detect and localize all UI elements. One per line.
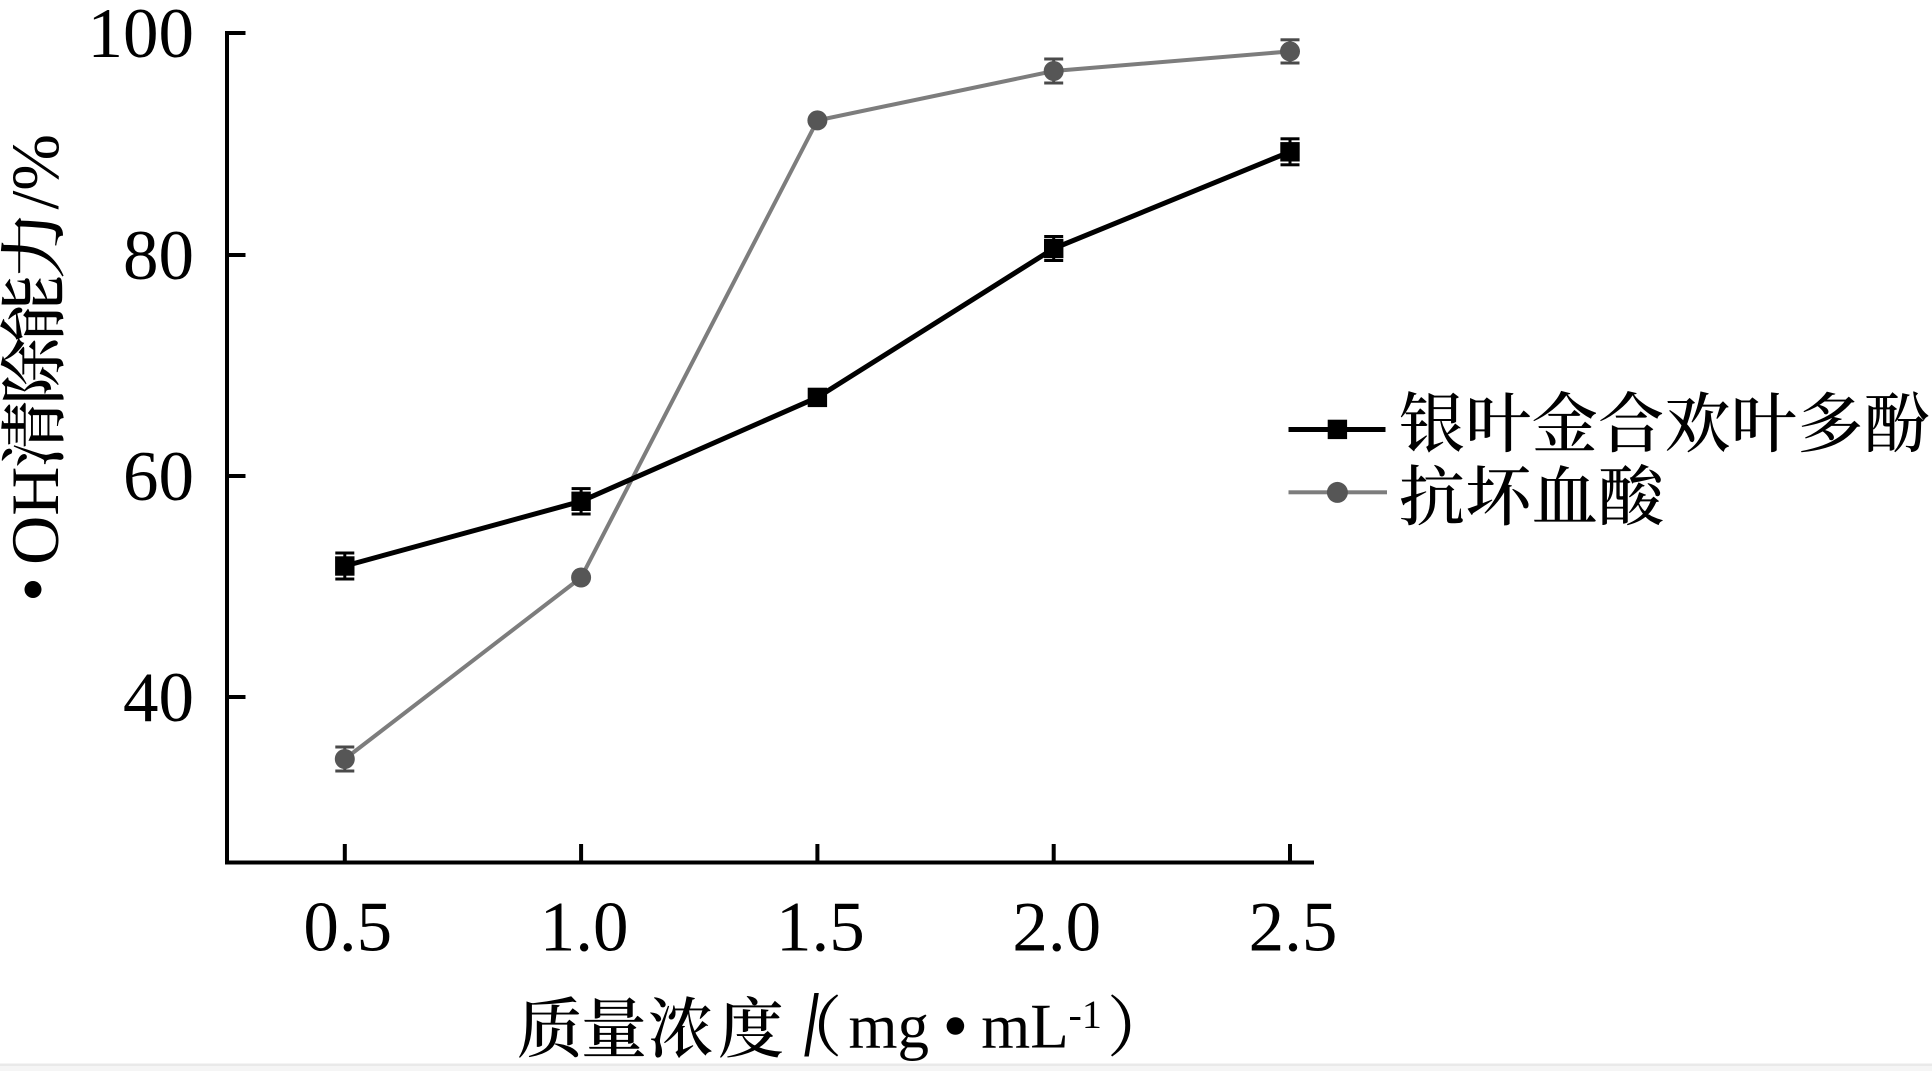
- svg-text:1.0: 1.0: [540, 889, 629, 967]
- svg-text:/: /: [0, 191, 73, 210]
- svg-text:2.5: 2.5: [1249, 889, 1338, 967]
- svg-text:60: 60: [123, 438, 194, 516]
- svg-text:mg: mg: [849, 992, 930, 1062]
- svg-text:-1: -1: [1069, 992, 1102, 1037]
- svg-text:0.5: 0.5: [303, 889, 392, 967]
- svg-text:mL: mL: [981, 992, 1069, 1062]
- svg-text:80: 80: [123, 217, 194, 295]
- svg-text:%: %: [0, 134, 73, 191]
- svg-text:2.0: 2.0: [1012, 889, 1101, 967]
- svg-text:100: 100: [88, 0, 195, 73]
- svg-text:1.5: 1.5: [776, 889, 865, 967]
- svg-text:40: 40: [123, 659, 194, 737]
- svg-text:OH: OH: [0, 467, 73, 565]
